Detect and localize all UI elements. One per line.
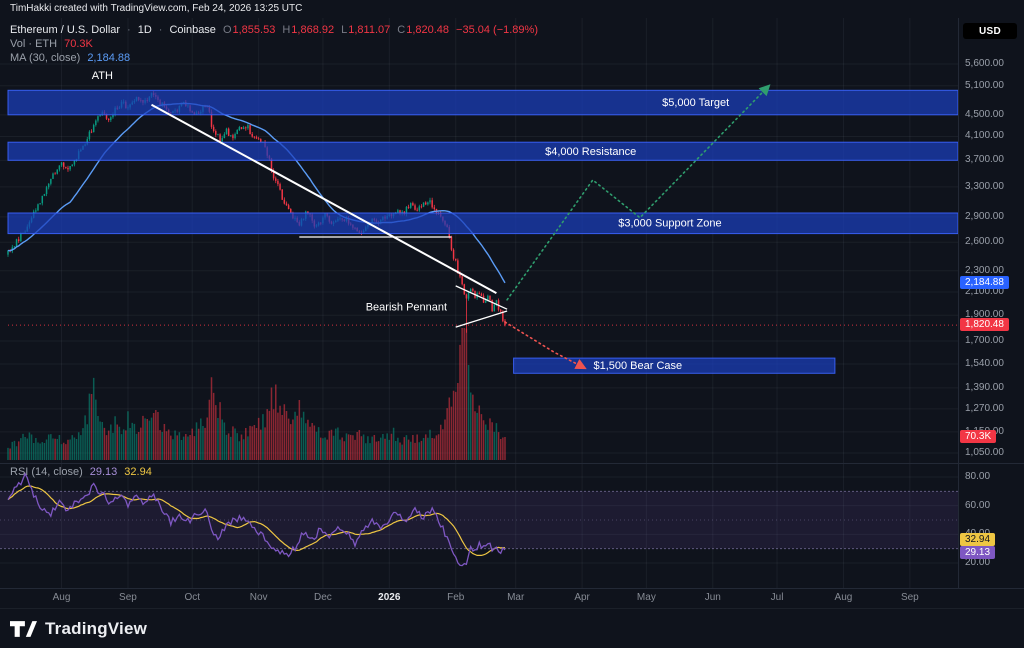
price-scale[interactable]: 5,600.00 5,100.00 4,500.00 4,100.00 3,700.00… [958,18,1024,588]
zone-label: $3,000 Support Zone [618,218,721,230]
volume-label[interactable]: Vol · ETH [10,37,58,50]
rsi-value: 29.13 [89,466,118,478]
zone-label: $5,000 Target [662,97,729,109]
price-tick-label: 1,700.00 [965,335,1004,347]
price-tick-label: 1,270.00 [965,402,1004,414]
ohlc-open-value: 1,855.53 [232,23,276,36]
attribution-bar: TimHakki created with TradingView.com, F… [0,0,1024,18]
rsi-tick-label: 80.00 [965,471,991,482]
ohlc-low-key: L [341,23,348,36]
time-tick-label: Sep [119,592,137,603]
exchange-label[interactable]: Coinbase [169,23,216,36]
bull-path-projection[interactable] [506,84,771,301]
price-tick-label: 3,300.00 [965,180,1004,192]
ma-row: MA (30, close) 2,184.88 [10,51,538,64]
ohlc-open-key: O [222,23,232,36]
ohlc-high: H 1,868.92 [282,24,334,36]
time-tick-label: Aug [834,592,853,603]
price-tick-label: 2,100.00 [965,285,1004,297]
price-tick-label: 1,540.00 [965,358,1004,370]
price-tick-label: 5,100.00 [965,79,1004,91]
bear-path-projection[interactable] [504,321,587,370]
volume-series [7,328,506,460]
attribution-text: TimHakki created with TradingView.com, F… [10,3,303,14]
zone-rect[interactable] [513,357,836,374]
time-tick-label: Apr [574,592,590,603]
rsi-label[interactable]: RSI (14, close) [10,466,83,478]
time-scale[interactable]: Aug Sep Oct Nov Dec 2026 Feb Mar Apr May Jun Jul Aug… [0,588,1024,608]
ohlc-low-value: 1,811.07 [348,23,391,36]
price-tick-label: 1,050.00 [965,447,1004,459]
ma-value: 2,184.88 [87,51,131,64]
price-tick-label: 5,600.00 [965,58,1004,69]
axis-badge-218488: 2,184.88 [960,275,1009,289]
price-tick-label: 2,300.00 [965,264,1004,276]
downtrend-line[interactable] [151,103,497,294]
pennant-upper-line[interactable] [455,285,508,310]
axis-badge-2913: 29.13 [960,545,996,559]
zone-rect[interactable] [7,141,959,161]
time-tick-label: Jun [704,592,721,603]
price-tick-label: 2,900.00 [965,210,1004,222]
time-tick-label: Nov [249,592,268,603]
tradingview-brand[interactable]: TradingView [45,618,148,638]
zones[interactable]: $5,000 Target $4,000 Resistance $3,000 Sup… [7,89,959,374]
pennant-lower-line[interactable] [455,310,508,328]
ohlc-low: L 1,811.07 [341,24,390,36]
time-tick-label: Dec [313,592,332,603]
symbol-row: Ethereum / U.S. Dollar · 1D · Coinbase O… [10,23,538,36]
ohlc-high-value: 1,868.92 [291,23,335,36]
rsi-tick-label: 60.00 [965,499,991,511]
zone-rect[interactable] [7,212,959,235]
time-tick-label: 2026 [378,592,401,603]
ohlc-open: O 1,855.53 [223,24,275,36]
ath-label[interactable]: ATH [92,70,113,82]
ohlc-close-value: 1,820.48 [406,23,450,36]
axis-badge-182048: 1,820.48 [960,318,1009,332]
volume-value: 70.3K [64,37,93,50]
time-tick-label: Aug [52,592,71,603]
axis-badge-703K: 70.3K [960,430,997,443]
price-tick-label: 4,500.00 [965,108,1004,120]
price-tick-label: 2,600.00 [965,236,1004,248]
legend: Ethereum / U.S. Dollar · 1D · Coinbase O… [10,23,538,65]
price-tick-label: 1,900.00 [965,309,1004,321]
bearish-pennant-label[interactable]: Bearish Pennant [366,302,447,314]
price-tick-label: 4,100.00 [965,130,1004,142]
separator-dot: · [127,23,131,36]
rsi-tick-label: 20.00 [965,556,991,568]
rsi-ma-value: 32.94 [124,466,152,478]
time-tick-label: May [636,592,656,603]
rsi-legend: RSI (14, close) 29.13 32.94 [10,466,152,478]
zone-label: $1,500 Bear Case [593,360,682,372]
ohlc-high-key: H [282,23,291,36]
footer-bar: TradingView [0,608,1024,648]
rsi-ma-line[interactable] [7,485,505,557]
time-tick-label: Jul [770,592,784,603]
volume-row: Vol · ETH 70.3K [10,37,538,50]
tradingview-logo-icon[interactable] [10,620,37,637]
separator-dot: · [158,23,163,36]
axis-badge-3294: 32.94 [960,533,996,547]
zone-label: $4,000 Resistance [545,146,636,158]
ohlc-close: C 1,820.48 [397,24,449,36]
time-tick-label: Oct [184,592,200,603]
price-tick-label: 1,390.00 [965,381,1004,393]
symbol-title[interactable]: Ethereum / U.S. Dollar [10,23,121,36]
ohlc-close-key: C [397,23,406,36]
interval-label[interactable]: 1D [137,23,152,36]
time-tick-label: Feb [447,592,465,603]
ma-label[interactable]: MA (30, close) [10,51,81,64]
rsi-pane [0,472,958,567]
zone-rect[interactable] [7,89,959,116]
time-tick-label: Mar [507,592,525,603]
change-value: −35.04 (−1.89%) [456,23,538,36]
time-tick-label: Sep [900,592,919,603]
rsi-line[interactable] [7,472,506,567]
price-tick-label: 3,700.00 [965,154,1004,166]
currency-toggle-usd[interactable]: USD [963,23,1017,39]
